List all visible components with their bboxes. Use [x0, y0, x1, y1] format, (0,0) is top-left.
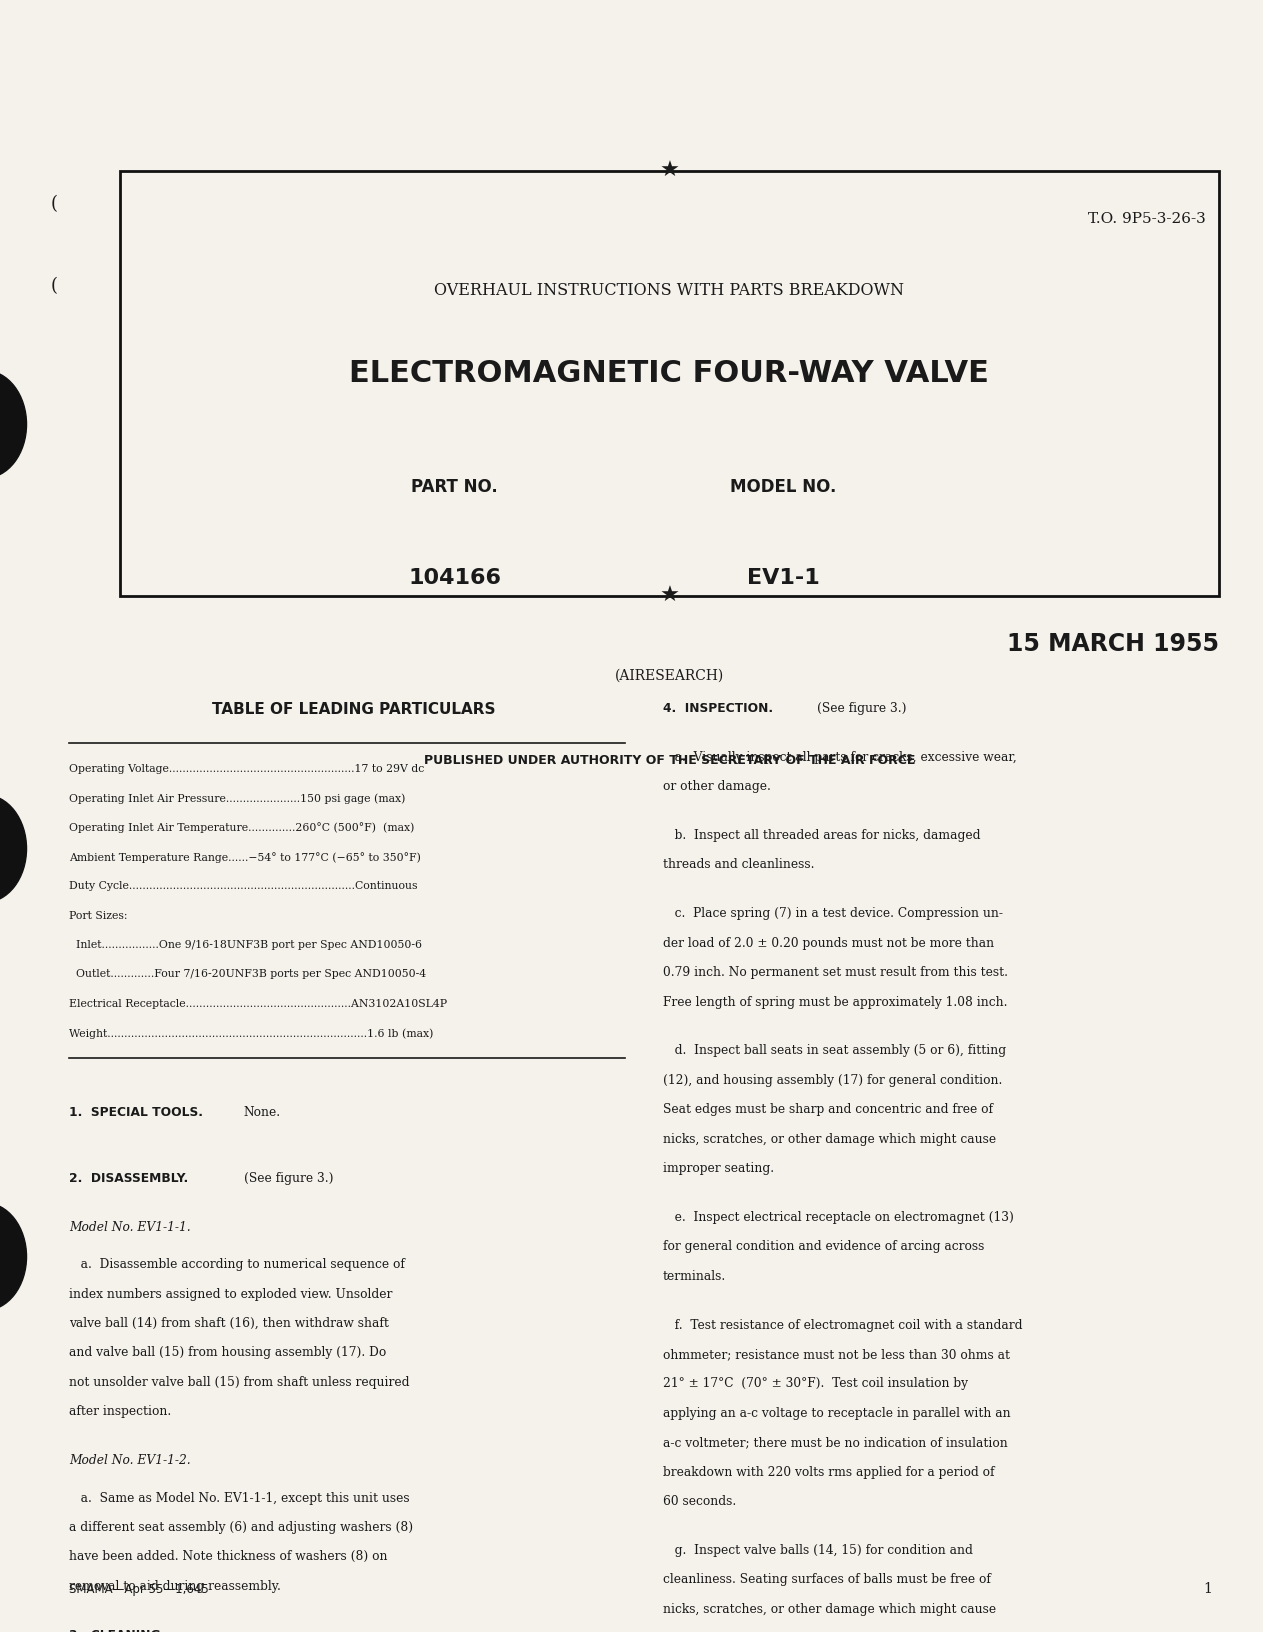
Text: a-c voltmeter; there must be no indication of insulation: a-c voltmeter; there must be no indicati… — [663, 1436, 1008, 1449]
Text: a.  Disassemble according to numerical sequence of: a. Disassemble according to numerical se… — [69, 1258, 405, 1271]
Text: index numbers assigned to exploded view. Unsolder: index numbers assigned to exploded view.… — [69, 1288, 393, 1301]
Text: Free length of spring must be approximately 1.08 inch.: Free length of spring must be approximat… — [663, 996, 1008, 1009]
Text: (See figure 3.): (See figure 3.) — [244, 1172, 333, 1185]
Text: Weight..........................................................................: Weight..................................… — [69, 1028, 433, 1038]
Text: 60 seconds.: 60 seconds. — [663, 1495, 736, 1508]
Text: ★: ★ — [659, 586, 679, 605]
Text: Operating Voltage.......................................................17 to 29: Operating Voltage.......................… — [69, 764, 424, 774]
Text: Operating Inlet Air Pressure......................150 psi gage (max): Operating Inlet Air Pressure............… — [69, 793, 405, 803]
Text: c.  Place spring (7) in a test device. Compression un-: c. Place spring (7) in a test device. Co… — [663, 907, 1003, 920]
Text: PUBLISHED UNDER AUTHORITY OF THE SECRETARY OF THE AIR FORCE: PUBLISHED UNDER AUTHORITY OF THE SECRETA… — [423, 754, 916, 767]
Text: 1.  SPECIAL TOOLS.: 1. SPECIAL TOOLS. — [69, 1106, 203, 1120]
Text: PART NO.: PART NO. — [412, 478, 498, 496]
Text: der load of 2.0 ± 0.20 pounds must not be more than: der load of 2.0 ± 0.20 pounds must not b… — [663, 937, 994, 950]
Text: Port Sizes:: Port Sizes: — [69, 911, 128, 920]
Text: not unsolder valve ball (15) from shaft unless required: not unsolder valve ball (15) from shaft … — [69, 1376, 410, 1389]
Text: Outlet.............Four 7/16-20UNF3B ports per Spec AND10050-4: Outlet.............Four 7/16-20UNF3B por… — [69, 969, 427, 979]
Text: 15 MARCH 1955: 15 MARCH 1955 — [1007, 632, 1219, 656]
Text: ★: ★ — [659, 162, 679, 181]
Text: (12), and housing assembly (17) for general condition.: (12), and housing assembly (17) for gene… — [663, 1074, 1003, 1087]
Text: a different seat assembly (6) and adjusting washers (8): a different seat assembly (6) and adjust… — [69, 1521, 413, 1534]
Text: e.  Inspect electrical receptacle on electromagnet (13): e. Inspect electrical receptacle on elec… — [663, 1211, 1014, 1224]
Text: MODEL NO.: MODEL NO. — [730, 478, 836, 496]
Text: threads and cleanliness.: threads and cleanliness. — [663, 858, 815, 871]
Text: a.  Visually inspect all parts for cracks, excessive wear,: a. Visually inspect all parts for cracks… — [663, 751, 1017, 764]
Text: nicks, scratches, or other damage which might cause: nicks, scratches, or other damage which … — [663, 1603, 997, 1616]
Text: improper seating.: improper seating. — [663, 1162, 774, 1175]
Text: d.  Inspect ball seats in seat assembly (5 or 6), fitting: d. Inspect ball seats in seat assembly (… — [663, 1044, 1007, 1058]
Text: (: ( — [51, 276, 58, 295]
Text: breakdown with 220 volts rms applied for a period of: breakdown with 220 volts rms applied for… — [663, 1466, 994, 1479]
Text: cleanliness. Seating surfaces of balls must be free of: cleanliness. Seating surfaces of balls m… — [663, 1573, 991, 1586]
Text: TABLE OF LEADING PARTICULARS: TABLE OF LEADING PARTICULARS — [212, 702, 495, 716]
Text: 0.79 inch. No permanent set must result from this test.: 0.79 inch. No permanent set must result … — [663, 966, 1008, 979]
Text: for general condition and evidence of arcing across: for general condition and evidence of ar… — [663, 1240, 984, 1253]
Text: T.O. 9P5-3-26-3: T.O. 9P5-3-26-3 — [1089, 212, 1206, 227]
Text: 3.  CLEANING.: 3. CLEANING. — [69, 1629, 165, 1632]
Text: 21° ± 17°C  (70° ± 30°F).  Test coil insulation by: 21° ± 17°C (70° ± 30°F). Test coil insul… — [663, 1377, 967, 1390]
Text: 4.  INSPECTION.: 4. INSPECTION. — [663, 702, 773, 715]
Text: and valve ball (15) from housing assembly (17). Do: and valve ball (15) from housing assembl… — [69, 1346, 386, 1359]
Text: (AIRESEARCH): (AIRESEARCH) — [615, 669, 724, 684]
Text: Duty Cycle...................................................................Con: Duty Cycle..............................… — [69, 881, 418, 891]
Text: Operating Inlet Air Temperature..............260°C (500°F)  (max): Operating Inlet Air Temperature.........… — [69, 823, 414, 834]
Text: Seat edges must be sharp and concentric and free of: Seat edges must be sharp and concentric … — [663, 1103, 993, 1116]
Text: f.  Test resistance of electromagnet coil with a standard: f. Test resistance of electromagnet coil… — [663, 1319, 1023, 1332]
Text: Inlet.................One 9/16-18UNF3B port per Spec AND10050-6: Inlet.................One 9/16-18UNF3B p… — [69, 940, 422, 950]
Text: a.  Same as Model No. EV1-1-1, except this unit uses: a. Same as Model No. EV1-1-1, except thi… — [69, 1492, 410, 1505]
Text: have been added. Note thickness of washers (8) on: have been added. Note thickness of washe… — [69, 1550, 388, 1563]
Circle shape — [0, 795, 27, 902]
Text: or other damage.: or other damage. — [663, 780, 770, 793]
Text: valve ball (14) from shaft (16), then withdraw shaft: valve ball (14) from shaft (16), then wi… — [69, 1317, 389, 1330]
Text: OVERHAUL INSTRUCTIONS WITH PARTS BREAKDOWN: OVERHAUL INSTRUCTIONS WITH PARTS BREAKDO… — [434, 282, 904, 299]
Text: EV1-1: EV1-1 — [746, 568, 820, 588]
Text: b.  Inspect all threaded areas for nicks, damaged: b. Inspect all threaded areas for nicks,… — [663, 829, 980, 842]
Text: after inspection.: after inspection. — [69, 1405, 172, 1418]
Text: Electrical Receptacle.................................................AN3102A10S: Electrical Receptacle...................… — [69, 999, 447, 1009]
Text: None.: None. — [244, 1106, 280, 1120]
Text: (: ( — [51, 194, 58, 214]
Text: 104166: 104166 — [408, 568, 501, 588]
Text: 1: 1 — [1204, 1581, 1212, 1596]
Text: ELECTROMAGNETIC FOUR-WAY VALVE: ELECTROMAGNETIC FOUR-WAY VALVE — [350, 359, 989, 388]
Text: g.  Inspect valve balls (14, 15) for condition and: g. Inspect valve balls (14, 15) for cond… — [663, 1544, 973, 1557]
Text: Model No. EV1-1-2.: Model No. EV1-1-2. — [69, 1454, 191, 1467]
Circle shape — [0, 370, 27, 478]
Text: applying an a-c voltage to receptacle in parallel with an: applying an a-c voltage to receptacle in… — [663, 1407, 1010, 1420]
Circle shape — [0, 1203, 27, 1310]
Text: 2.  DISASSEMBLY.: 2. DISASSEMBLY. — [69, 1172, 188, 1185]
Text: terminals.: terminals. — [663, 1270, 726, 1283]
Text: nicks, scratches, or other damage which might cause: nicks, scratches, or other damage which … — [663, 1133, 997, 1146]
Text: Model No. EV1-1-1.: Model No. EV1-1-1. — [69, 1221, 191, 1234]
Text: ohmmeter; resistance must not be less than 30 ohms at: ohmmeter; resistance must not be less th… — [663, 1348, 1010, 1361]
Text: (See figure 3.): (See figure 3.) — [817, 702, 907, 715]
Text: SMAMA—Apr 55—1,645: SMAMA—Apr 55—1,645 — [69, 1583, 210, 1596]
Text: Ambient Temperature Range......−54° to 177°C (−65° to 350°F): Ambient Temperature Range......−54° to 1… — [69, 852, 422, 863]
Text: removal to aid during reassembly.: removal to aid during reassembly. — [69, 1580, 282, 1593]
